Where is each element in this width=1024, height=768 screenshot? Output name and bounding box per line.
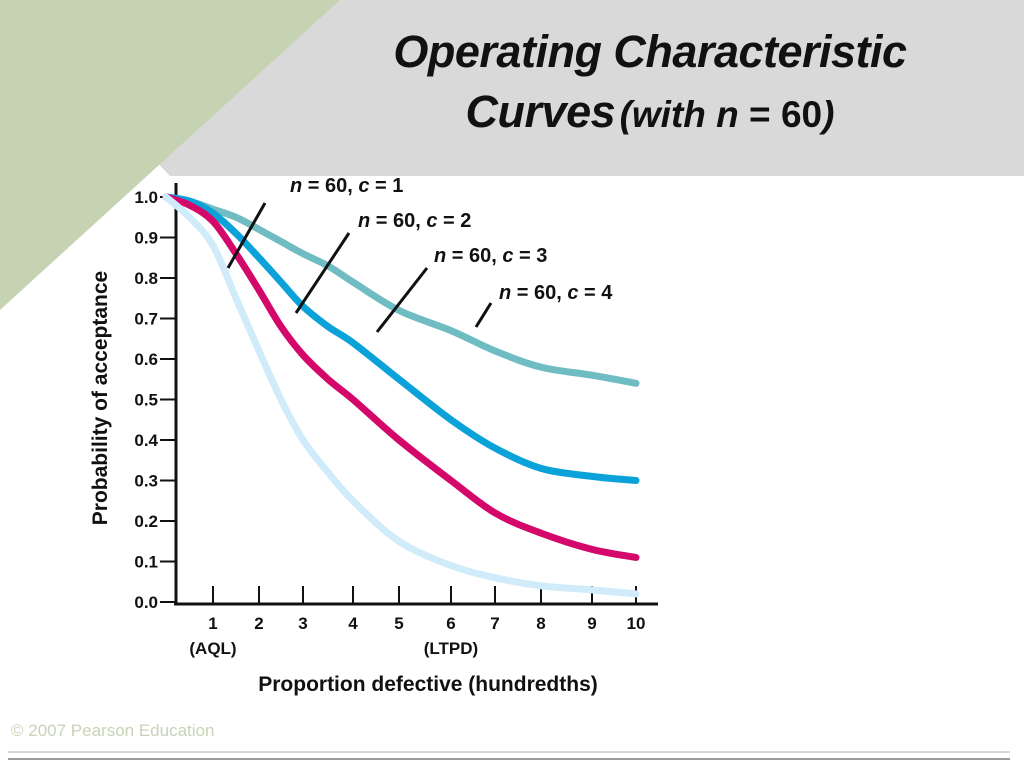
series-label-c1: n = 60, c = 1 bbox=[290, 175, 403, 197]
y-tick-label: 0.3 bbox=[134, 472, 158, 491]
leader-line-c4 bbox=[474, 302, 493, 328]
x-tick-label: 3 bbox=[298, 614, 307, 633]
x-tick-label: 1 bbox=[208, 614, 217, 633]
title-var-n: n bbox=[716, 94, 739, 135]
x-tick-label: 10 bbox=[627, 614, 646, 633]
x-tick-label: 6 bbox=[446, 614, 455, 633]
y-tick-label: 0.9 bbox=[134, 229, 158, 248]
title-rest: = 60 bbox=[738, 94, 823, 135]
slide-title-line2: Curves (with n = 60) bbox=[330, 86, 970, 138]
y-tick-label: 0.7 bbox=[134, 310, 158, 329]
series-label-c2: n = 60, c = 2 bbox=[358, 210, 471, 232]
axes: 0.0 0.1 0.2 0.3 0.4 0.5 0.6 0.7 0.8 0.9 1.0 1 2 3 4 5 6 7… bbox=[134, 183, 658, 658]
x-tick-label: 2 bbox=[254, 614, 263, 633]
y-tick-label: 0.1 bbox=[134, 553, 158, 572]
title-paren-open: (with bbox=[619, 94, 717, 135]
y-tick-label: 0.8 bbox=[134, 269, 158, 288]
y-tick-label: 1.0 bbox=[134, 188, 158, 207]
x-tick-label: 9 bbox=[587, 614, 596, 633]
x-tick-label: 4 bbox=[348, 614, 358, 633]
y-tick-label: 0.6 bbox=[134, 350, 158, 369]
green-corner-accent bbox=[0, 0, 340, 310]
x-axis-title: Proportion defective (hundredths) bbox=[258, 673, 598, 696]
series-label-c4: n = 60, c = 4 bbox=[499, 282, 613, 304]
x-tick-label: 8 bbox=[536, 614, 545, 633]
title-text-2: Curves bbox=[465, 86, 616, 137]
curve-c3 bbox=[162, 193, 640, 484]
x-tick-label: 7 bbox=[490, 614, 499, 633]
series-labels: n = 60, c = 1 n = 60, c = 2 n = 60, c = 3 n… bbox=[226, 175, 613, 333]
y-tick-label: 0.0 bbox=[134, 593, 158, 612]
y-tick-label: 0.5 bbox=[134, 391, 158, 410]
y-tick-label: 0.4 bbox=[134, 431, 158, 450]
series-label-c3: n = 60, c = 3 bbox=[434, 245, 547, 267]
x-sub-label: (LTPD) bbox=[424, 639, 478, 658]
slide-title-line1: Operating Characteristic bbox=[330, 26, 970, 78]
x-sub-label: (AQL) bbox=[189, 639, 236, 658]
y-axis-title: Probability of acceptance bbox=[89, 271, 112, 525]
leader-line-c1 bbox=[226, 202, 267, 269]
leader-line-c3 bbox=[375, 267, 429, 333]
title-text-1: Operating Characteristic bbox=[393, 26, 907, 77]
copyright-text: © 2007 Pearson Education bbox=[11, 721, 215, 740]
leader-line-c2 bbox=[294, 232, 351, 314]
y-tick-label: 0.2 bbox=[134, 512, 158, 531]
x-tick-label: 5 bbox=[394, 614, 403, 633]
curve-c1 bbox=[162, 193, 640, 598]
curves bbox=[162, 193, 640, 598]
curve-c2 bbox=[162, 193, 640, 561]
title-paren-close: ) bbox=[822, 94, 835, 135]
